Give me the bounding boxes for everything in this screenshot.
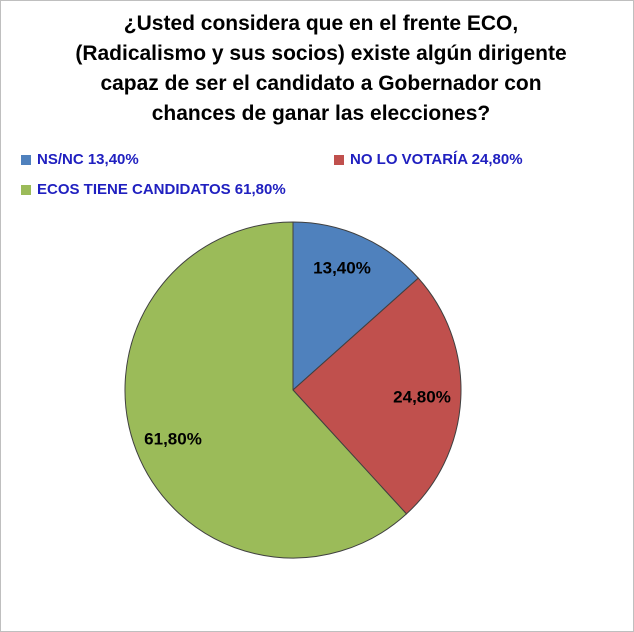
legend-swatch	[21, 154, 31, 165]
slice-data-label: 24,80%	[393, 387, 451, 406]
chart-title-line: capaz de ser el candidato a Gobernador c…	[100, 72, 542, 95]
legend-item-nsnc: NS/NC 13,40%	[21, 151, 139, 168]
chart-title-line: (Radicalismo y sus socios) existe algún …	[75, 42, 567, 65]
chart-title: ¿Usted considera que en el frente ECO, (…	[41, 9, 601, 129]
legend-label: NO LO VOTARÍA 24,80%	[350, 151, 523, 168]
pie-slice	[124, 221, 408, 559]
pie-slice	[292, 221, 420, 392]
legend-swatch	[334, 154, 344, 165]
slice-data-label: 13,40%	[313, 258, 371, 277]
pie-slice	[292, 277, 462, 515]
legend-swatch	[21, 184, 31, 195]
chart-title-line: chances de ganar las elecciones?	[151, 102, 491, 125]
chart-title-line: ¿Usted considera que en el frente ECO,	[123, 12, 519, 35]
legend-label: NS/NC 13,40%	[37, 151, 139, 168]
legend-label: ECOS TIENE CANDIDATOS 61,80%	[37, 181, 286, 198]
legend-item-no-lo-votaria: NO LO VOTARÍA 24,80%	[334, 151, 523, 168]
legend-item-ecos-tiene-candidatos: ECOS TIENE CANDIDATOS 61,80%	[21, 181, 286, 198]
slice-data-label: 61,80%	[144, 429, 202, 448]
